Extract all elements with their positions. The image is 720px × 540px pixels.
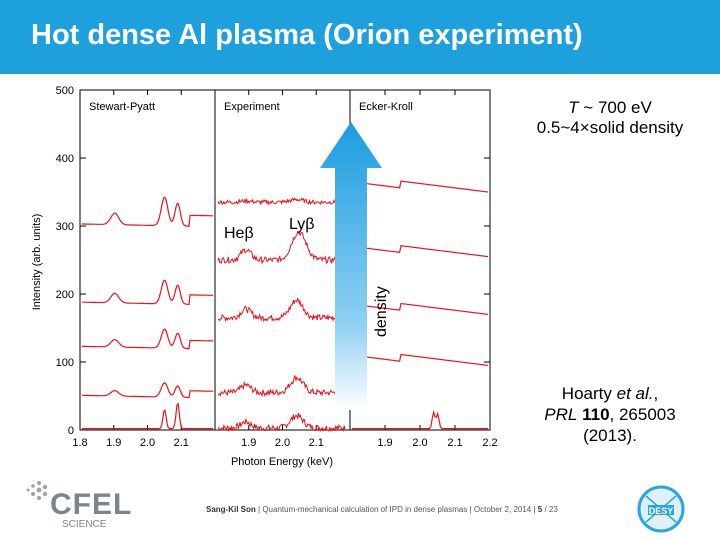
- x-tick-label: 2.0: [140, 437, 155, 449]
- sp-spectrum-line: [82, 328, 213, 350]
- ref-etal: et al.: [616, 384, 654, 403]
- slide-title: Hot dense Al plasma (Orion experiment): [31, 19, 583, 51]
- title-bar: Hot dense Al plasma (Orion experiment): [0, 0, 720, 74]
- x-axis-label: Photon Energy (keV): [231, 456, 333, 468]
- x-tick-label: 1.9: [106, 437, 121, 449]
- panel-title: Experiment: [224, 101, 280, 113]
- temperature-value: ~ 700 eV: [583, 98, 652, 117]
- density-range: 0.5~4×solid density: [536, 118, 684, 137]
- ek-spectrum-line: [352, 409, 488, 430]
- x-tick-label: 1.9: [377, 437, 392, 449]
- footer-sep-3: |: [533, 505, 536, 514]
- x-tick-label: 2.0: [275, 437, 290, 449]
- y-tick-label: 0: [68, 425, 74, 437]
- x-tick-label: 1.9: [241, 437, 256, 449]
- temperature-symbol: T: [568, 98, 579, 117]
- x-tick-label: 1.8: [72, 437, 87, 449]
- ref-authors: Hoarty: [561, 384, 612, 403]
- x-tick-label: 2.1: [447, 437, 462, 449]
- ref-page: , 265003: [609, 405, 676, 424]
- y-tick-label: 100: [56, 357, 74, 369]
- exp-spectrum-line: [217, 412, 346, 433]
- footer-sep-1: |: [258, 505, 261, 514]
- footer-sep-2: |: [469, 505, 472, 514]
- footer-date: October 2, 2014: [473, 505, 532, 514]
- exp-spectrum-line: [217, 230, 346, 265]
- reference-note: Hoarty et al., PRL 110, 265003 (2013).: [530, 383, 690, 446]
- y-tick-label: 500: [56, 85, 74, 97]
- footer-talk-title: Quantum-mechanical calculation of IPD in…: [262, 505, 468, 514]
- ref-year: (2013).: [583, 426, 637, 445]
- y-axis-label: Intensity (arb. units): [31, 214, 43, 311]
- x-tick-label: 2.2: [482, 437, 497, 449]
- plasma-conditions-note: T ~ 700 eV 0.5~4×solid density: [515, 98, 705, 138]
- y-tick-label: 200: [56, 289, 74, 301]
- cfel-logo-text: CFEL: [50, 488, 132, 521]
- footer-total: / 23: [544, 505, 558, 514]
- x-tick-label: 2.0: [412, 437, 427, 449]
- cfel-dots-icon: [26, 481, 48, 500]
- panel-title: Stewart-Pyatt: [89, 101, 155, 113]
- exp-spectrum-line: [217, 374, 346, 398]
- he-beta-label: Heβ: [224, 225, 254, 242]
- sp-spectrum-line: [82, 196, 213, 227]
- sp-spectrum-line: [82, 402, 213, 430]
- cfel-logo-science: SCIENCE: [62, 519, 107, 530]
- footer-author: Sang-Kil Son: [206, 505, 256, 514]
- x-tick-label: 2.1: [174, 437, 189, 449]
- exp-spectrum-line: [217, 197, 346, 206]
- ek-spectrum-line: [351, 302, 489, 315]
- desy-logo-text: DESY: [649, 506, 674, 516]
- ek-spectrum-line: [351, 180, 489, 193]
- sp-spectrum-line: [82, 279, 214, 306]
- ly-beta-label: Lyβ: [289, 216, 315, 233]
- y-tick-label: 400: [56, 153, 74, 165]
- ek-spectrum-line: [351, 245, 489, 258]
- x-tick-label: 2.1: [309, 437, 324, 449]
- footer-page: 5: [537, 505, 543, 514]
- panel-title: Ecker-Kroll: [359, 101, 413, 113]
- ek-spectrum-line: [351, 353, 489, 366]
- plot-frame: [79, 89, 491, 431]
- desy-logo: DESY: [637, 485, 685, 533]
- exp-spectrum-line: [217, 297, 346, 323]
- density-arrow-shape: [320, 122, 382, 410]
- cfel-logo: CFEL SCIENCE: [26, 481, 132, 530]
- ref-volume: 110: [582, 405, 610, 424]
- density-label: density: [373, 286, 390, 337]
- sp-spectrum-line: [82, 382, 213, 399]
- y-tick-label: 300: [56, 221, 74, 233]
- density-arrow: [320, 122, 382, 410]
- ref-journal: PRL: [544, 405, 578, 424]
